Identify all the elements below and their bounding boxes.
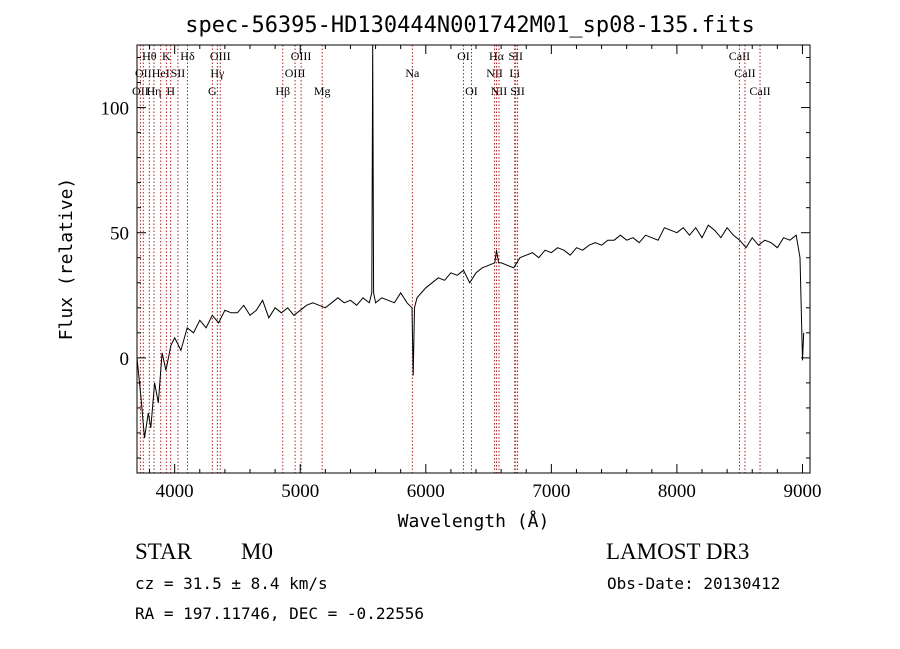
line-marker-label-20: Hα	[489, 49, 505, 63]
x-tick-label-4: 8000	[658, 481, 696, 502]
survey-name: LAMOST DR3	[606, 539, 750, 564]
object-subclass: M0	[241, 539, 273, 564]
line-marker-label-23: SII	[508, 49, 523, 63]
line-marker-label-6: H	[166, 84, 175, 98]
line-marker-label-18: OI	[465, 84, 478, 98]
line-marker-label-2: Hθ	[142, 49, 157, 63]
line-marker-label-4: HeI	[152, 66, 170, 80]
line-marker-label-3: Hη	[146, 84, 161, 98]
spectrum-line	[136, 44, 805, 439]
spectrum-chart: spec-56395-HD130444N001742M01_sp08-135.f…	[56, 13, 821, 532]
x-axis-label: Wavelength (Å)	[398, 510, 550, 532]
line-marker-label-19: NII	[486, 66, 503, 80]
x-tick-label-5: 9000	[783, 481, 821, 502]
y-tick-label-0: 0	[120, 349, 130, 370]
line-marker-label-7: SII	[171, 66, 186, 80]
line-marker-label-25: CaII	[729, 49, 750, 63]
redshift-value: cz = 31.5 ± 8.4 km/s	[135, 574, 328, 593]
x-tick-label-0: 4000	[156, 481, 194, 502]
line-marker-label-10: Hγ	[210, 66, 225, 80]
line-marker-label-16: Na	[405, 66, 420, 80]
line-marker-label-8: Hδ	[180, 49, 195, 63]
line-marker-label-27: CaII	[749, 84, 770, 98]
line-marker-label-14: OIII	[291, 49, 312, 63]
plot-frame	[136, 44, 811, 474]
y-axis-label: Flux (relative)	[56, 178, 77, 341]
x-tick-label-1: 5000	[281, 481, 319, 502]
object-class: STAR	[135, 539, 192, 564]
line-marker-label-1: OII	[135, 66, 152, 80]
x-tick-label-3: 7000	[532, 481, 570, 502]
line-marker-label-0: OII	[132, 84, 149, 98]
line-marker-label-17: OI	[457, 49, 470, 63]
line-marker-label-15: Mg	[314, 84, 331, 98]
line-marker-label-12: Hβ	[275, 84, 290, 98]
line-marker-label-11: OIII	[210, 49, 231, 63]
line-marker-label-13: OIII	[285, 66, 306, 80]
obs-date: Obs-Date: 20130412	[607, 574, 781, 593]
coordinates: RA = 197.11746, DEC = -0.22556	[135, 604, 424, 623]
line-marker-label-21: NII	[491, 84, 508, 98]
y-tick-label-1: 50	[110, 224, 129, 245]
chart-title: spec-56395-HD130444N001742M01_sp08-135.f…	[185, 13, 755, 38]
y-tick-label-2: 100	[101, 99, 130, 120]
line-marker-label-24: SII	[510, 84, 525, 98]
line-marker-label-22: Li	[509, 66, 520, 80]
line-marker-label-9: G	[208, 84, 217, 98]
line-marker-label-5: K	[162, 49, 171, 63]
line-marker-label-26: CaII	[734, 66, 755, 80]
x-tick-label-2: 6000	[407, 481, 445, 502]
